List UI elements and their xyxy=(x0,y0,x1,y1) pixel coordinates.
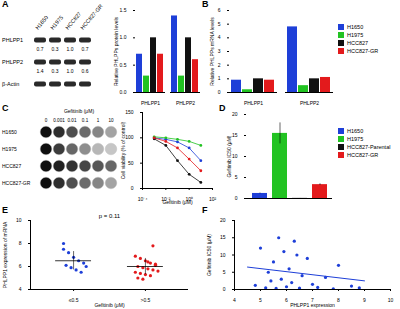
svg-text:0.0: 0.0 xyxy=(120,89,127,95)
html-text:H1975: H1975 xyxy=(347,136,364,142)
svg-text:0.6: 0.6 xyxy=(82,68,89,74)
svg-text:20: 20 xyxy=(220,217,226,223)
svg-text:0.5: 0.5 xyxy=(120,62,127,68)
html-text:HCC827-GR: HCC827-GR xyxy=(347,152,379,158)
svg-text:0.7: 0.7 xyxy=(82,46,89,52)
html-text:HCC827-GR: HCC827-GR xyxy=(347,48,379,54)
svg-text:0: 0 xyxy=(45,118,48,123)
svg-text:1: 1 xyxy=(97,118,100,123)
svg-text:0: 0 xyxy=(131,185,134,191)
html-text:HCC827-Parental: HCC827-Parental xyxy=(347,144,391,150)
svg-text:H1650: H1650 xyxy=(34,14,49,30)
svg-text:1.5: 1.5 xyxy=(120,7,127,13)
svg-text:0.1: 0.1 xyxy=(82,118,89,123)
svg-text:≤0.5: ≤0.5 xyxy=(69,297,79,303)
html-text:D: D xyxy=(219,103,226,113)
svg-text:Gefitinib (μM): Gefitinib (μM) xyxy=(64,108,94,114)
svg-text:10⁻⁴: 10⁻⁴ xyxy=(138,196,148,202)
svg-text:15: 15 xyxy=(232,132,238,138)
svg-text:PHLPP2: PHLPP2 xyxy=(300,100,319,106)
svg-text:100: 100 xyxy=(125,134,134,140)
svg-text:6: 6 xyxy=(19,263,22,269)
svg-text:H1975: H1975 xyxy=(49,14,64,30)
svg-text:PHLPP1: PHLPP1 xyxy=(141,100,160,106)
svg-text:1.0: 1.0 xyxy=(67,46,74,52)
svg-text:0.7: 0.7 xyxy=(37,46,44,52)
svg-text:Gefitinib (μM): Gefitinib (μM) xyxy=(94,302,124,308)
svg-text:3: 3 xyxy=(218,48,221,54)
svg-text:0.3: 0.3 xyxy=(52,68,59,74)
svg-text:HCC827: HCC827 xyxy=(64,10,83,31)
svg-text:1.0: 1.0 xyxy=(67,68,74,74)
svg-text:9: 9 xyxy=(363,297,366,303)
svg-text:4: 4 xyxy=(233,297,236,303)
svg-text:10: 10 xyxy=(220,252,226,258)
svg-text:>0.5: >0.5 xyxy=(140,297,150,303)
svg-text:0: 0 xyxy=(223,286,226,292)
html-text:H1650: H1650 xyxy=(347,24,364,30)
svg-text:150: 150 xyxy=(125,109,134,115)
svg-text:8: 8 xyxy=(19,240,22,246)
html-text:A: A xyxy=(2,0,9,9)
svg-text:PHLPP1 expression of mRNA: PHLPP1 expression of mRNA xyxy=(2,221,8,288)
svg-text:PHLPP2: PHLPP2 xyxy=(176,100,195,106)
svg-text:Cell viability (% of control): Cell viability (% of control) xyxy=(120,121,126,179)
svg-text:10: 10 xyxy=(388,297,394,303)
svg-text:10: 10 xyxy=(232,153,238,159)
svg-text:0.3: 0.3 xyxy=(52,46,59,52)
svg-text:6: 6 xyxy=(285,297,288,303)
svg-text:PHLPP1 expression: PHLPP1 expression xyxy=(290,302,335,308)
svg-text:5: 5 xyxy=(259,297,262,303)
svg-text:PHLPP2: PHLPP2 xyxy=(2,59,23,65)
svg-text:1.0: 1.0 xyxy=(120,34,127,40)
svg-text:p = 0.11: p = 0.11 xyxy=(99,213,121,219)
svg-text:1: 1 xyxy=(218,75,221,81)
svg-text:5: 5 xyxy=(235,174,238,180)
svg-text:Relative PHLPPs protein levels: Relative PHLPPs protein levels xyxy=(113,16,119,86)
svg-text:5: 5 xyxy=(223,269,226,275)
svg-text:Gefitinib IC50 (μM): Gefitinib IC50 (μM) xyxy=(226,135,232,177)
html-text:H1650: H1650 xyxy=(347,128,364,134)
svg-text:H1975: H1975 xyxy=(2,146,17,152)
html-text:C: C xyxy=(2,103,9,113)
svg-text:PHLPP1: PHLPP1 xyxy=(244,100,263,106)
svg-text:4: 4 xyxy=(218,34,221,40)
svg-text:0: 0 xyxy=(218,89,221,95)
svg-text:8: 8 xyxy=(337,297,340,303)
svg-text:0.01: 0.01 xyxy=(68,118,77,123)
html-text:E: E xyxy=(2,205,8,215)
svg-text:4: 4 xyxy=(19,286,22,292)
svg-text:10²: 10² xyxy=(209,196,217,202)
svg-text:HCC827-GR: HCC827-GR xyxy=(79,3,104,31)
svg-text:H1650: H1650 xyxy=(2,129,17,135)
html-text:H1975: H1975 xyxy=(347,32,364,38)
html-text:HCC827: HCC827 xyxy=(347,40,369,46)
html-text:B: B xyxy=(202,0,209,9)
svg-text:1.4: 1.4 xyxy=(37,68,44,74)
svg-text:0.001: 0.001 xyxy=(53,118,65,123)
svg-text:50: 50 xyxy=(128,160,134,166)
svg-text:6: 6 xyxy=(218,7,221,13)
html-text:F: F xyxy=(202,205,208,215)
svg-text:15: 15 xyxy=(220,234,226,240)
svg-text:PHLPP1: PHLPP1 xyxy=(2,37,23,43)
svg-text:7: 7 xyxy=(311,297,314,303)
svg-text:Gefitinib (μM): Gefitinib (μM) xyxy=(162,199,192,205)
svg-text:HCC827-GR: HCC827-GR xyxy=(2,180,31,186)
svg-text:10: 10 xyxy=(16,217,22,223)
svg-text:20: 20 xyxy=(232,111,238,117)
svg-text:10: 10 xyxy=(108,118,114,123)
svg-text:0: 0 xyxy=(235,195,238,201)
svg-text:5: 5 xyxy=(218,21,221,27)
svg-text:Relative PHLPPs mRNA levels: Relative PHLPPs mRNA levels xyxy=(209,17,215,86)
svg-text:HCC827: HCC827 xyxy=(2,163,21,169)
svg-text:2: 2 xyxy=(218,62,221,68)
svg-text:β-Actin: β-Actin xyxy=(2,81,19,87)
svg-text:Gefitinib IC50 (μM): Gefitinib IC50 (μM) xyxy=(206,234,212,276)
